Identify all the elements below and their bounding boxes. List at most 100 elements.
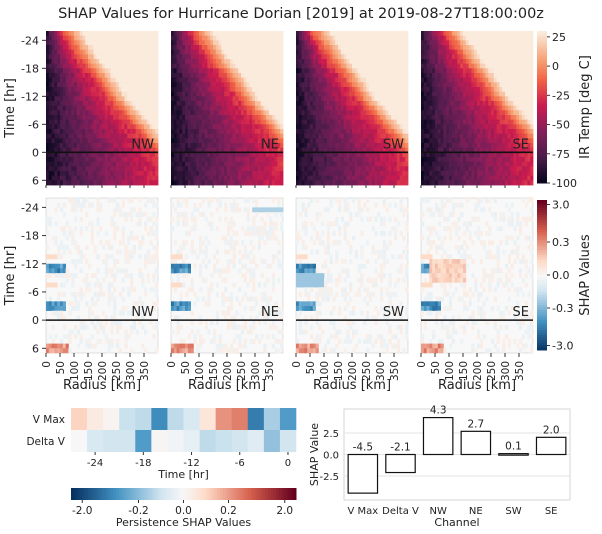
ir-cell <box>215 77 219 83</box>
ir-cell <box>324 73 328 79</box>
ir-cell <box>252 31 256 37</box>
ir-cell <box>352 96 356 102</box>
ir-cell <box>491 45 495 51</box>
ir-cell <box>482 138 486 144</box>
ir-cell <box>338 40 342 46</box>
ir-cell <box>227 138 231 144</box>
ir-cell <box>60 35 64 41</box>
ir-cell <box>99 45 103 51</box>
ir-cell <box>318 143 322 149</box>
ir-cell <box>338 105 342 111</box>
ir-cell <box>391 143 395 149</box>
ir-cell <box>155 171 159 177</box>
ir-cell <box>443 105 447 111</box>
ir-cell <box>173 166 177 172</box>
ir-cell <box>71 119 75 125</box>
ir-cell <box>88 59 92 65</box>
ir-cell <box>141 171 145 177</box>
ir-cell <box>315 119 319 125</box>
ir-cell <box>121 166 125 172</box>
ir-cell <box>371 31 375 37</box>
ir-cell <box>85 87 89 93</box>
ir-cell <box>357 171 361 177</box>
ir-cell <box>238 166 242 172</box>
ir-cell <box>93 110 97 116</box>
ir-cell <box>193 152 197 158</box>
ir-cell <box>85 119 89 125</box>
ir-cell <box>51 110 55 116</box>
ir-cell <box>201 161 205 167</box>
ir-cell <box>257 180 261 186</box>
ir-cell <box>280 138 284 144</box>
ir-cell <box>48 91 52 97</box>
ir-cell <box>312 59 316 65</box>
ir-cell <box>155 31 159 37</box>
ir-cell <box>182 40 186 46</box>
ir-cell <box>135 105 139 111</box>
ir-cell <box>241 45 245 51</box>
ir-cell <box>530 49 534 55</box>
ir-cell <box>215 129 219 135</box>
ir-cell <box>54 82 58 88</box>
ir-cell <box>451 110 455 116</box>
ir-cell <box>46 54 50 60</box>
ir-cell <box>366 115 370 121</box>
ir-cell <box>318 31 322 37</box>
ir-cell <box>76 31 80 37</box>
ir-cell <box>187 157 191 163</box>
ir-cell <box>238 119 242 125</box>
ir-cell <box>201 129 205 135</box>
ir-cell <box>357 63 361 69</box>
ir-cell <box>127 73 131 79</box>
ir-cell <box>482 129 486 135</box>
ir-cell <box>179 96 183 102</box>
ir-cell <box>324 68 328 74</box>
ir-cell <box>232 152 236 158</box>
ir-cell <box>360 40 364 46</box>
ir-cell <box>426 45 430 51</box>
ir-cell <box>479 68 483 74</box>
ir-cell <box>110 87 114 93</box>
ir-cell <box>315 175 319 181</box>
ir-cell <box>488 31 492 37</box>
ir-cell <box>296 180 300 186</box>
ir-cell <box>249 105 253 111</box>
ir-cell <box>332 31 336 37</box>
ir-cell <box>516 105 520 111</box>
ir-cell <box>46 147 50 153</box>
ir-cell <box>152 180 156 186</box>
ir-cell <box>357 147 361 153</box>
ir-cell <box>307 35 311 41</box>
ir-cell <box>224 161 228 167</box>
ir-cell <box>324 96 328 102</box>
ir-cell <box>65 175 69 181</box>
ir-cell <box>460 124 464 130</box>
ir-cell <box>135 59 139 65</box>
ir-cell <box>229 147 233 153</box>
ir-cell <box>366 91 370 97</box>
ir-cell <box>243 129 247 135</box>
ir-cell <box>155 175 159 181</box>
ir-cell <box>241 129 245 135</box>
ir-cell <box>199 35 203 41</box>
ir-cell <box>429 73 433 79</box>
ir-cell <box>346 59 350 65</box>
ir-cell <box>266 115 270 121</box>
ir-cell <box>46 35 50 41</box>
ir-cell <box>82 31 86 37</box>
ir-cell <box>124 124 128 130</box>
ir-cell <box>388 138 392 144</box>
ir-cell <box>171 59 175 65</box>
ir-cell <box>149 91 153 97</box>
ir-cell <box>385 101 389 107</box>
ir-cell <box>210 59 214 65</box>
ir-cell <box>446 147 450 153</box>
ir-cell <box>93 138 97 144</box>
ir-cell <box>465 87 469 93</box>
ir-cell <box>229 101 233 107</box>
ir-cell <box>182 105 186 111</box>
ir-cell <box>185 152 189 158</box>
ir-cell <box>352 35 356 41</box>
ir-cell <box>324 171 328 177</box>
ir-cell <box>402 157 406 163</box>
